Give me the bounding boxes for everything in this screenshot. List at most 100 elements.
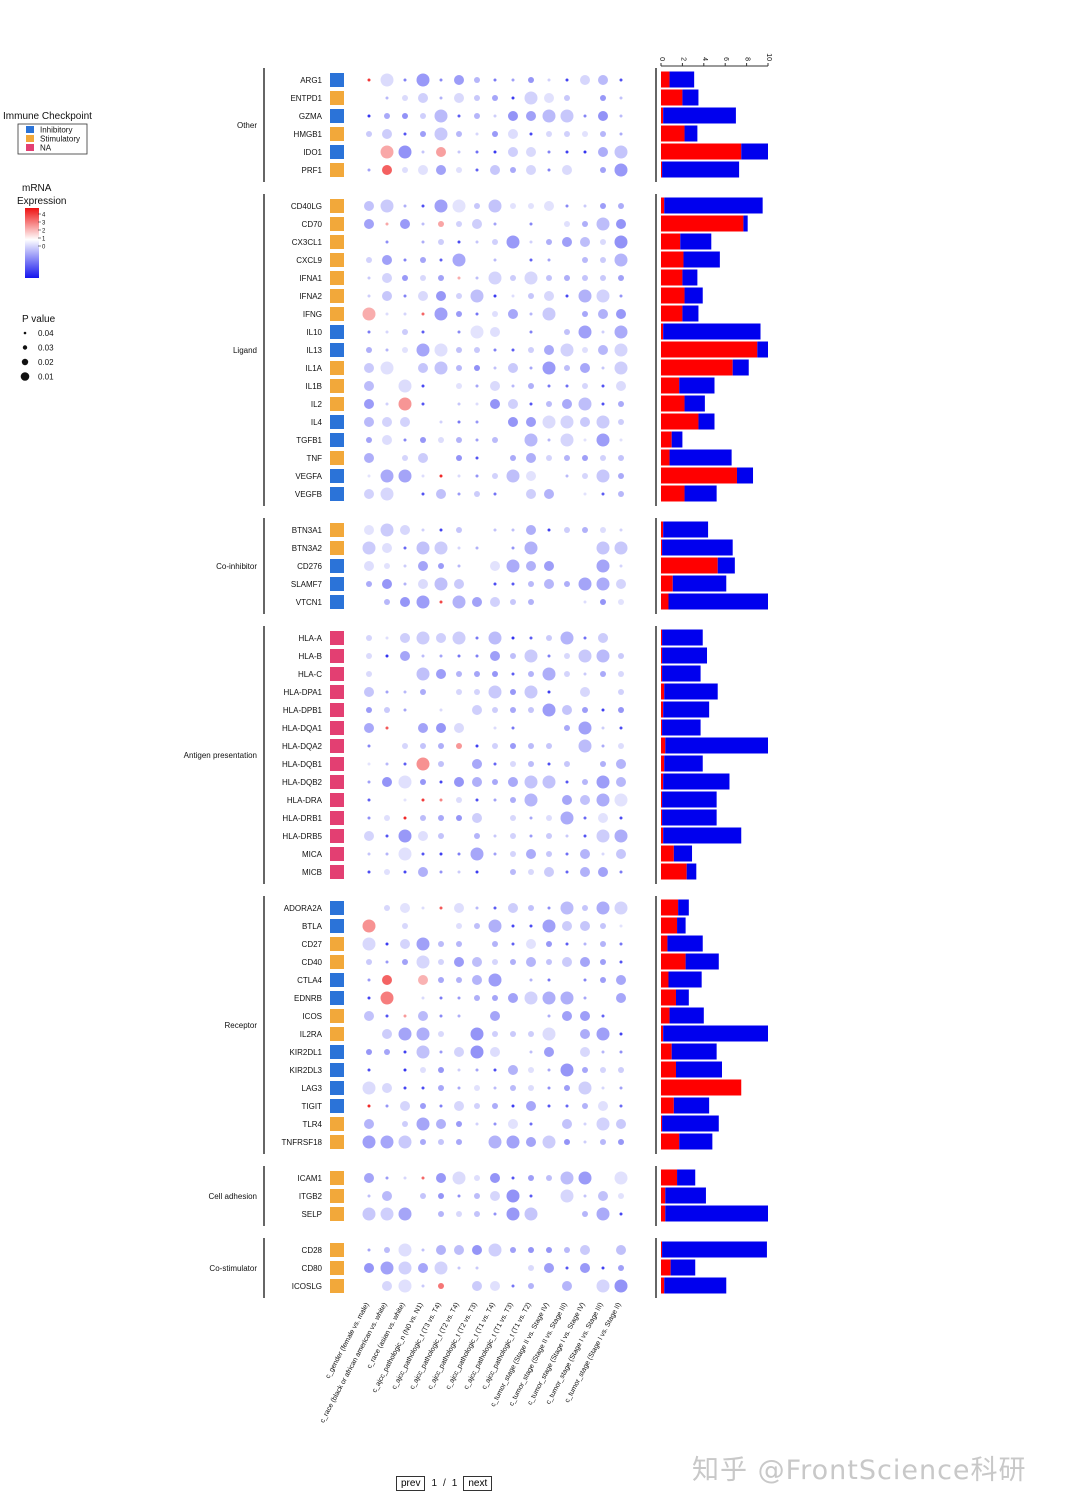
dot (564, 275, 570, 281)
dot (510, 167, 516, 173)
dot (614, 361, 628, 375)
bar-red (661, 989, 676, 1006)
legend-pvalue-title: P value (22, 314, 56, 325)
dot (456, 689, 462, 695)
dot (416, 541, 430, 555)
dot (490, 651, 500, 661)
bar-blue (662, 809, 717, 826)
dot (438, 563, 444, 569)
category-square (330, 793, 344, 807)
bar-panel: 0 2 4 6 8 10 (658, 53, 772, 1294)
bar-red (661, 971, 669, 988)
dot (600, 455, 606, 461)
dot (510, 797, 516, 803)
dot (420, 113, 426, 119)
dot (560, 901, 574, 915)
pagination: prev 1 / 1 next (396, 1476, 493, 1491)
total-pages: 1 (451, 1478, 458, 1489)
dot (421, 852, 425, 856)
category-square (330, 307, 344, 321)
dot (492, 1031, 498, 1037)
dot (528, 1247, 534, 1253)
dot (542, 703, 556, 717)
dot (490, 1191, 500, 1201)
dot (546, 275, 552, 281)
legend-category-label: Stimulatory (40, 135, 80, 144)
dot (475, 168, 479, 172)
dot (456, 743, 462, 749)
dot (546, 941, 552, 947)
dot (578, 1081, 592, 1095)
dot (564, 761, 570, 767)
dot (457, 240, 461, 244)
bar-red (661, 1061, 676, 1078)
group-labels: Other Ligand Co-inhibitor Antigen presentat… (184, 68, 657, 1298)
dot (475, 654, 479, 658)
dot (402, 455, 408, 461)
dot (402, 167, 408, 173)
dot (402, 347, 408, 353)
dot (528, 347, 534, 353)
gene-label: IL10 (306, 328, 322, 337)
dot (618, 419, 624, 425)
dot (616, 849, 626, 859)
bar-red (661, 1259, 671, 1276)
group-label: Cell adhesion (209, 1192, 257, 1201)
dot (562, 237, 572, 247)
dot (364, 561, 374, 571)
dot (403, 582, 407, 586)
category-square (330, 1171, 344, 1185)
next-page-button[interactable]: next (463, 1476, 493, 1491)
category-square (330, 1189, 344, 1203)
dot (526, 939, 536, 949)
dot (434, 541, 448, 555)
bar-blue (669, 449, 732, 466)
dot (600, 257, 606, 263)
dot (416, 667, 430, 681)
dot (578, 289, 592, 303)
dot (529, 1050, 533, 1054)
dot (600, 941, 606, 947)
dot (560, 1189, 574, 1203)
bar-axis-tick-label: 8 (744, 57, 751, 61)
category-square (330, 559, 344, 573)
dot (528, 1067, 534, 1073)
dot (492, 473, 498, 479)
bar-red (661, 89, 683, 106)
dot (367, 978, 371, 982)
category-square (330, 1117, 344, 1131)
dot (457, 1014, 461, 1018)
dot (562, 1119, 572, 1129)
dot (528, 905, 534, 911)
dot (508, 309, 518, 319)
dot (578, 721, 592, 735)
gene-label: TNF (306, 454, 322, 463)
gene-label: ICOSLG (292, 1282, 322, 1291)
dot (474, 1085, 480, 1091)
bar-blue (664, 1277, 727, 1294)
gene-label: CD28 (302, 1246, 323, 1255)
dot (492, 131, 498, 137)
dot (367, 168, 371, 172)
gene-label: TGFB1 (296, 436, 322, 445)
dot (385, 312, 389, 316)
dot (403, 78, 407, 82)
gene-label: CD40LG (291, 202, 322, 211)
dot (546, 851, 552, 857)
dot (580, 1011, 590, 1021)
dot (438, 239, 444, 245)
dot (600, 923, 606, 929)
gene-label: MICB (302, 868, 322, 877)
dot (367, 798, 371, 802)
dot (583, 438, 587, 442)
dot (398, 775, 412, 789)
dot (526, 111, 536, 121)
dot (364, 1173, 374, 1183)
dot (366, 437, 372, 443)
dot (619, 78, 623, 82)
dot (619, 528, 623, 532)
dot (526, 147, 536, 157)
prev-page-button[interactable]: prev (396, 1476, 426, 1491)
dot (384, 869, 390, 875)
gene-label: KIR2DL1 (290, 1048, 323, 1057)
